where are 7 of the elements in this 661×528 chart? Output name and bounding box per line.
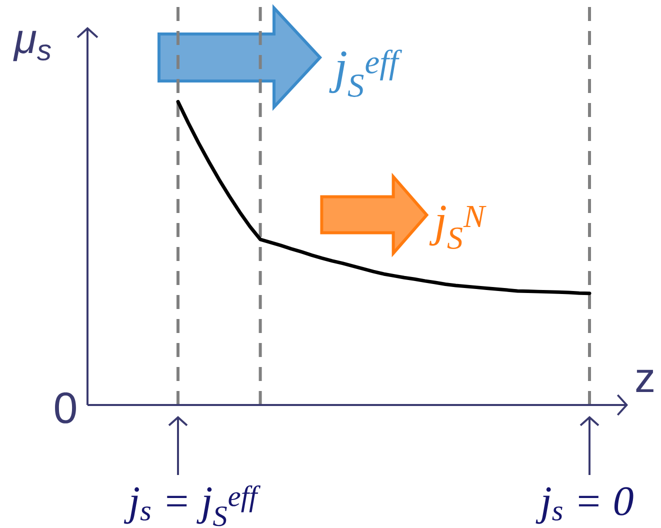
text: 0	[55, 392, 76, 424]
x-axis-title: z	[636, 370, 654, 392]
text: j$_{s}$ = 0	[536, 487, 634, 524]
annotation: j$_{S}$N	[429, 206, 486, 250]
y-axis-title: μ$_{s}$	[13, 30, 51, 62]
text: j$_{s}$ = j$_{S}$eff	[124, 485, 260, 526]
text: j$_{S}$eff	[329, 50, 402, 97]
